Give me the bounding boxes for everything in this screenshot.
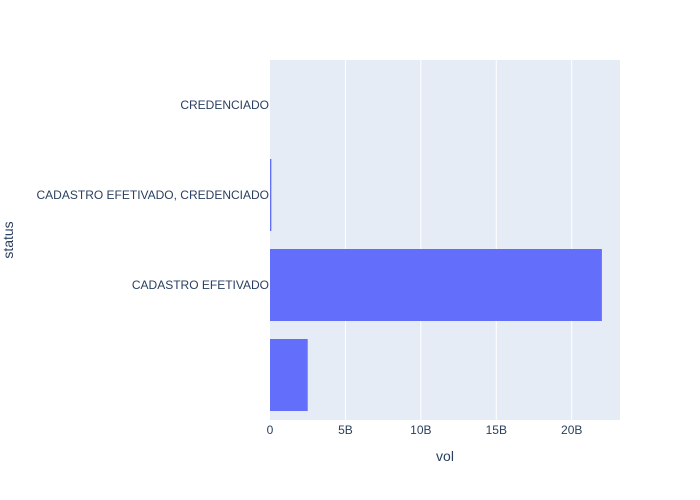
y-axis-title: status (0, 221, 16, 258)
y-tick-label: CREDENCIADO (180, 98, 269, 112)
x-tick-label: 5B (338, 423, 353, 437)
bar (270, 249, 602, 321)
x-tick-label: 20B (561, 423, 582, 437)
x-tick-labels: 0 5B 10B 15B 20B (267, 423, 583, 437)
x-tick-label: 10B (410, 423, 431, 437)
y-tick-label: CADASTRO EFETIVADO (132, 278, 269, 292)
x-tick-label: 15B (486, 423, 507, 437)
y-tick-labels: CADASTRO EFETIVADO CADASTRO EFETIVADO, CR… (37, 98, 269, 292)
grid-lines (344, 60, 573, 420)
bar (270, 339, 308, 411)
x-axis-title: vol (436, 448, 454, 464)
y-tick-label: CADASTRO EFETIVADO, CREDENCIADO (37, 188, 269, 202)
plot-area (270, 60, 620, 420)
x-tick-label: 0 (267, 423, 274, 437)
bar (270, 159, 272, 231)
bars (270, 159, 602, 411)
